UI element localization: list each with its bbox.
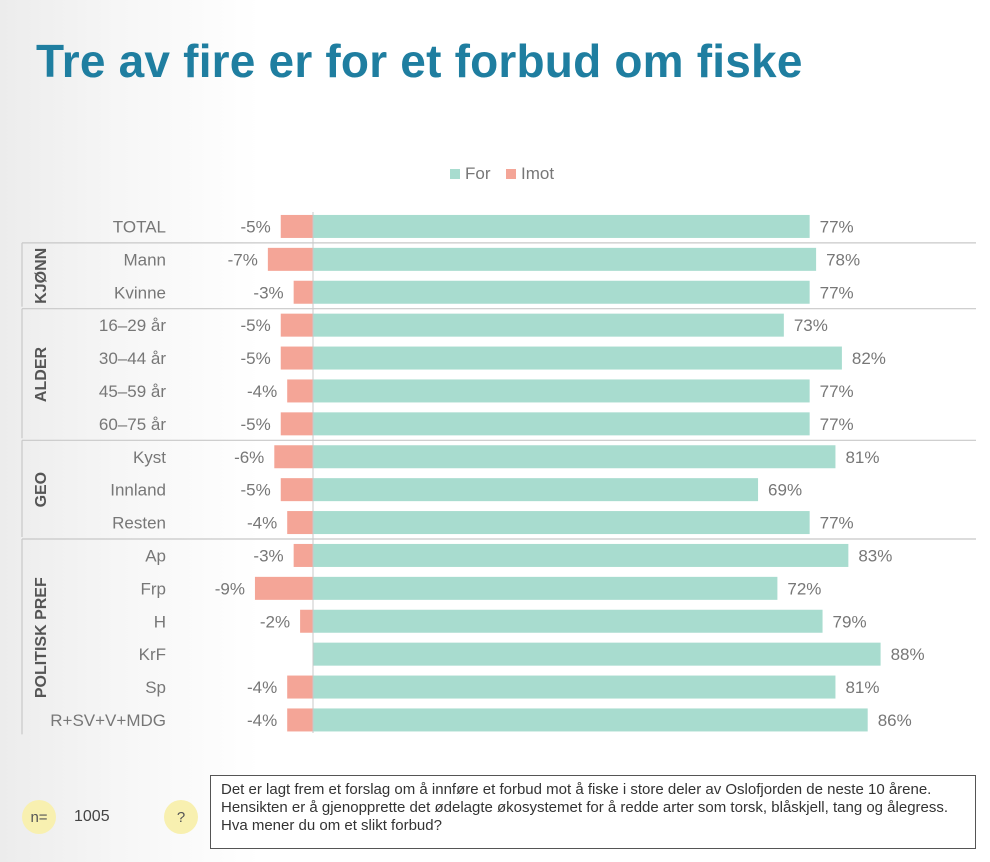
bar-for <box>313 445 836 469</box>
bar-imot <box>280 478 313 502</box>
bar-for <box>313 675 836 699</box>
group-label: POLITISK PREF <box>33 577 50 698</box>
data-label-imot: -5% <box>241 481 271 500</box>
data-label-for: 77% <box>820 514 854 533</box>
group-label: ALDER <box>33 347 50 403</box>
data-label-for: 77% <box>820 382 854 401</box>
data-label-for: 83% <box>858 546 892 565</box>
data-label-imot: -5% <box>241 217 271 236</box>
chart-legend: For Imot <box>0 164 990 186</box>
category-label: 16–29 år <box>99 316 166 335</box>
category-label: Innland <box>110 481 166 500</box>
bar-for <box>313 280 810 304</box>
bar-for <box>313 642 881 666</box>
bar-for <box>313 708 868 732</box>
data-label-imot: -5% <box>241 316 271 335</box>
data-label-imot: -3% <box>253 283 283 302</box>
data-label-for: 81% <box>845 678 879 697</box>
bar-imot <box>287 511 313 535</box>
category-label: KrF <box>139 645 166 664</box>
data-label-for: 86% <box>878 711 912 730</box>
category-label: TOTAL <box>113 217 166 236</box>
data-label-imot: -5% <box>241 349 271 368</box>
bar-chart: TOTAL 77% -5% Mann 78% -7% Kvinne 77% -3% KJØNN 16… <box>21 212 976 735</box>
data-label-for: 77% <box>820 283 854 302</box>
bar-for <box>313 313 784 337</box>
bar-for <box>313 576 778 600</box>
category-label: R+SV+V+MDG <box>50 711 166 730</box>
page-title: Tre av fire er for et forbud om fiske <box>36 35 803 87</box>
category-label: Sp <box>145 678 166 697</box>
category-label: H <box>154 612 166 631</box>
bar-for <box>313 412 810 436</box>
bar-for <box>313 478 759 502</box>
data-label-imot: -5% <box>241 415 271 434</box>
bar-imot <box>280 214 313 238</box>
category-label: 60–75 år <box>99 415 166 434</box>
data-label-for: 79% <box>833 612 867 631</box>
bar-for <box>313 511 810 535</box>
bar-for <box>313 379 810 403</box>
data-label-imot: -7% <box>228 250 258 269</box>
bar-imot <box>287 675 313 699</box>
bar-for <box>313 247 817 271</box>
bar-for <box>313 609 823 633</box>
bar-imot <box>280 313 313 337</box>
data-label-for: 77% <box>820 415 854 434</box>
question-text: Det er lagt frem et forslag om å innføre… <box>210 775 976 849</box>
legend-label-imot: Imot <box>521 164 555 183</box>
data-label-for: 81% <box>845 448 879 467</box>
bar-imot <box>254 576 313 600</box>
data-label-for: 88% <box>891 645 925 664</box>
bar-imot <box>287 708 313 732</box>
bar-for <box>313 214 810 238</box>
data-label-imot: -3% <box>253 546 283 565</box>
category-label: Kvinne <box>114 283 166 302</box>
legend-item-for: For <box>450 164 491 184</box>
bar-for <box>313 543 849 567</box>
bar-imot <box>293 543 313 567</box>
sample-size-value: 1005 <box>74 808 110 825</box>
data-label-imot: -6% <box>234 448 264 467</box>
legend-swatch-for <box>450 169 460 179</box>
group-label: GEO <box>33 472 50 508</box>
category-label: Resten <box>112 514 166 533</box>
category-label: 30–44 år <box>99 349 166 368</box>
bar-imot <box>280 346 313 370</box>
data-label-for: 72% <box>787 579 821 598</box>
legend-swatch-imot <box>506 169 516 179</box>
data-label-imot: -4% <box>247 382 277 401</box>
group-label: KJØNN <box>33 248 50 304</box>
bar-imot <box>280 412 313 436</box>
category-label: Mann <box>123 250 166 269</box>
category-label: Kyst <box>133 448 166 467</box>
question-icon[interactable]: ? <box>164 800 198 834</box>
data-label-imot: -4% <box>247 711 277 730</box>
sample-size-badge: n= <box>22 800 56 834</box>
category-label: 45–59 år <box>99 382 166 401</box>
bar-imot <box>274 445 313 469</box>
legend-label-for: For <box>465 164 491 183</box>
bar-for <box>313 346 842 370</box>
data-label-for: 69% <box>768 481 802 500</box>
bar-imot <box>267 247 313 271</box>
bar-imot <box>287 379 313 403</box>
bar-imot <box>293 280 313 304</box>
data-label-imot: -4% <box>247 678 277 697</box>
background-gradient <box>0 0 260 862</box>
category-label: Frp <box>141 579 167 598</box>
data-label-imot: -4% <box>247 514 277 533</box>
data-label-imot: -2% <box>260 612 290 631</box>
data-label-for: 82% <box>852 349 886 368</box>
data-label-for: 73% <box>794 316 828 335</box>
legend-item-imot: Imot <box>506 164 554 184</box>
category-label: Ap <box>145 546 166 565</box>
data-label-imot: -9% <box>215 579 245 598</box>
bar-imot <box>300 609 313 633</box>
data-label-for: 78% <box>826 250 860 269</box>
data-label-for: 77% <box>820 217 854 236</box>
